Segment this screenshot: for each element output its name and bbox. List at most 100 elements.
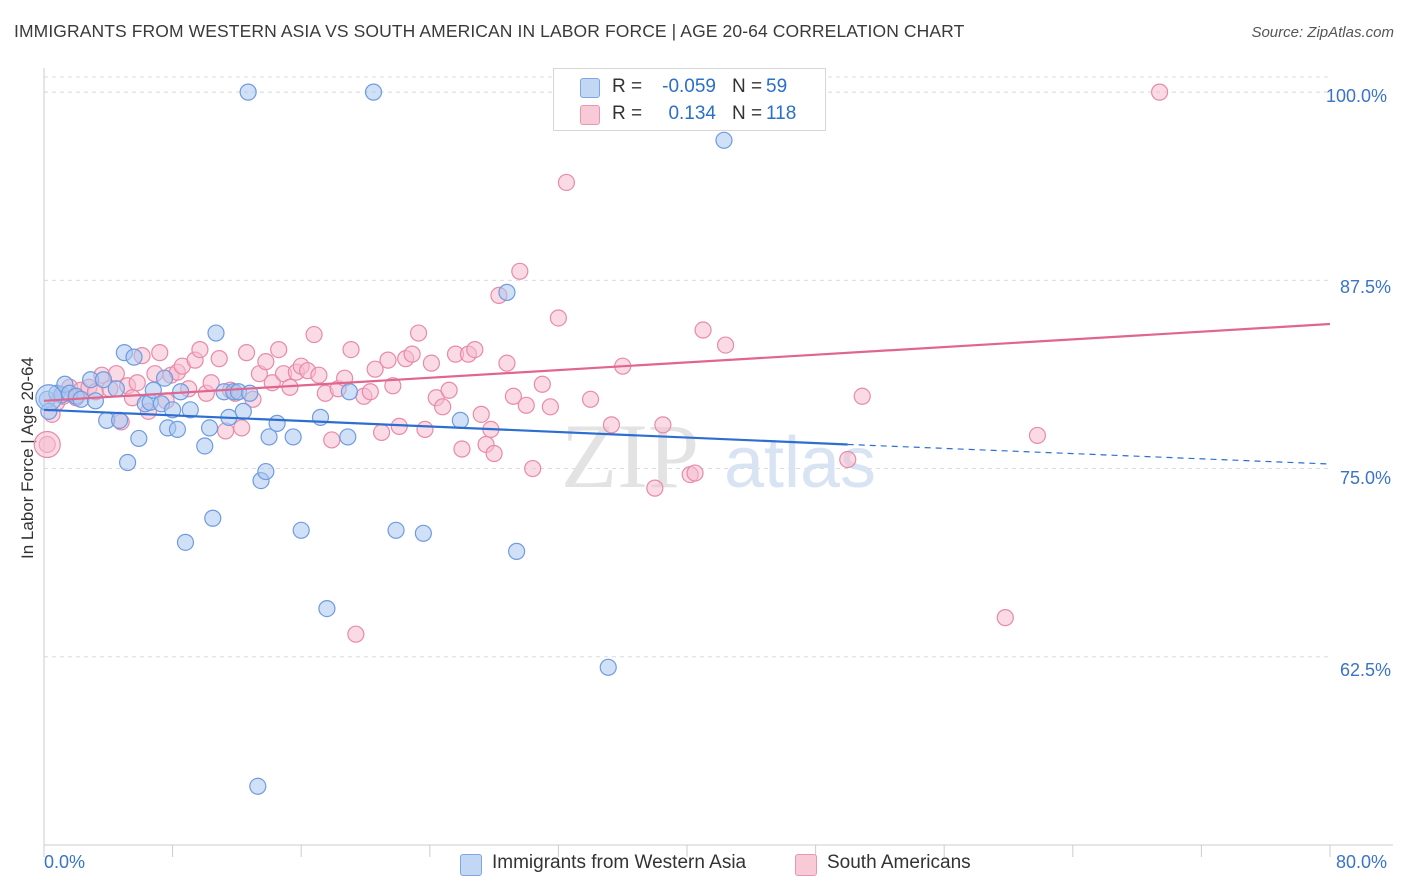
- south-americans-point: [409, 324, 428, 342]
- legend-r-value: -0.059: [662, 76, 716, 97]
- western-asia-point: [118, 453, 137, 472]
- south-americans-point: [210, 350, 228, 368]
- legend-swatch-blue: [580, 78, 600, 98]
- south-americans-point: [557, 173, 576, 192]
- western-asia-point: [86, 392, 105, 410]
- x-tick-label-max: 80.0%: [1336, 852, 1388, 872]
- y-tick-label: 100.0%: [1326, 86, 1388, 106]
- western-asia-point: [364, 83, 383, 101]
- south-americans-point: [1151, 83, 1169, 101]
- south-americans-point: [270, 341, 288, 359]
- western-asia-point: [508, 542, 526, 560]
- western-asia-point: [292, 521, 310, 539]
- western-asia-point: [339, 428, 357, 446]
- western-asia-point: [268, 414, 286, 432]
- western-asia-point: [107, 380, 125, 398]
- south-americans-point: [257, 353, 275, 371]
- western-asia-point: [200, 419, 219, 437]
- south-americans-point: [323, 431, 341, 449]
- legend-r-value: 0.134: [668, 103, 716, 124]
- south-americans-point: [434, 398, 452, 416]
- watermark-zip: ZIP: [561, 405, 699, 507]
- south-americans-point: [996, 609, 1014, 627]
- south-americans-point: [549, 309, 568, 327]
- south-americans-point: [372, 423, 391, 442]
- gridlines: [44, 76, 1330, 658]
- bottom-legend-swatch-pink: [795, 854, 817, 876]
- western-asia-point: [239, 83, 257, 101]
- chart-title: IMMIGRANTS FROM WESTERN ASIA VS SOUTH AM…: [14, 21, 965, 41]
- western-asia-point: [249, 777, 267, 795]
- western-asia-point: [155, 369, 174, 387]
- legend-row-south-americans: R = 0.134 N = 118: [554, 101, 825, 127]
- western-asia-point: [318, 599, 336, 618]
- south-americans-point: [524, 459, 542, 478]
- western-asia-point: [340, 383, 359, 401]
- south-americans-point: [453, 440, 471, 458]
- south-americans-point: [416, 420, 434, 439]
- western-asia-point: [414, 524, 432, 542]
- south-americans-point: [694, 321, 712, 339]
- south-americans-point: [581, 390, 600, 408]
- south-americans-point: [342, 341, 360, 359]
- south-americans-point: [654, 416, 672, 434]
- legend-swatch-pink: [580, 105, 600, 125]
- south-americans-point: [422, 354, 441, 372]
- western-asia-point: [498, 283, 516, 301]
- south-americans-point: [33, 430, 61, 459]
- western-asia-point: [260, 428, 278, 446]
- bottom-legend-label: Immigrants from Western Asia: [492, 852, 747, 873]
- legend-r-label: R =: [612, 76, 643, 97]
- south-americans-point: [485, 444, 503, 463]
- south-americans-point: [366, 360, 384, 378]
- axes: [43, 68, 1393, 857]
- x-tick-label-min: 0.0%: [44, 852, 86, 872]
- western-asia-point: [387, 521, 405, 539]
- legend-n-label: N =: [732, 76, 763, 97]
- south-americans-point: [541, 398, 559, 416]
- bottom-legend-swatch-blue: [460, 854, 482, 876]
- western-asia-point: [451, 411, 469, 429]
- south-americans-point: [305, 325, 323, 344]
- western-asia-point: [204, 509, 222, 527]
- western-asia-point: [257, 462, 275, 481]
- western-asia-point: [125, 348, 143, 366]
- trend-lines: [43, 322, 1331, 465]
- south-americans-point: [384, 377, 402, 395]
- western-asia-point: [168, 420, 187, 439]
- y-tick-label: 62.5%: [1340, 660, 1392, 680]
- western-asia-point: [35, 384, 63, 412]
- y-tick-label: 87.5%: [1340, 277, 1392, 297]
- south-americans-point: [646, 479, 664, 497]
- western-asia-point: [234, 402, 252, 420]
- south-americans-point: [440, 381, 458, 399]
- south-americans-point: [602, 416, 621, 434]
- western-asia-trend-line: [43, 408, 848, 446]
- western-asia-trend-extension: [847, 443, 1331, 465]
- south-americans-point: [233, 419, 251, 437]
- western-asia-point: [196, 437, 214, 455]
- western-asia-point: [207, 324, 225, 342]
- south-americans-trend-line: [43, 322, 1331, 402]
- south-americans-point: [511, 262, 529, 280]
- western-asia-point: [164, 401, 182, 419]
- south-americans-point: [1028, 426, 1047, 445]
- south-americans-point: [533, 375, 551, 393]
- south-americans-point: [504, 387, 522, 405]
- bottom-legend-label: South Americans: [827, 852, 971, 873]
- y-tick-label: 75.0%: [1340, 468, 1392, 488]
- series-south-americans: [33, 83, 1169, 643]
- western-asia-point: [110, 411, 129, 429]
- western-asia-point: [284, 428, 302, 446]
- south-americans-point: [466, 341, 484, 359]
- south-americans-point: [237, 344, 256, 362]
- south-americans-point: [310, 366, 328, 384]
- legend-n-value: 59: [766, 76, 788, 97]
- south-americans-point: [686, 464, 704, 482]
- south-americans-point: [361, 383, 379, 401]
- legend-n-value: 118: [766, 103, 797, 124]
- western-asia-point: [130, 429, 148, 448]
- western-asia-point: [94, 371, 113, 389]
- western-asia-point: [176, 533, 195, 551]
